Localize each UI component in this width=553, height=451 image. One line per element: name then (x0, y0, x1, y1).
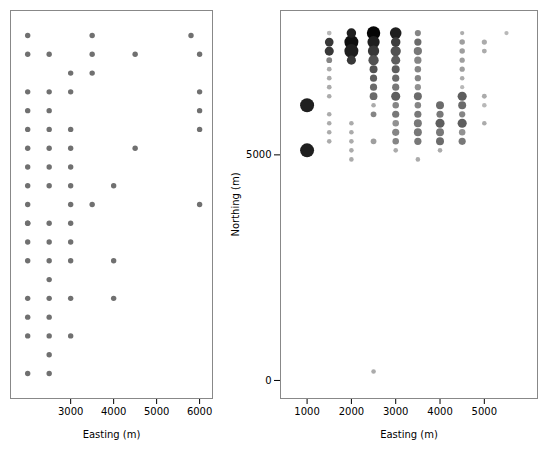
svg-text:5000: 5000 (472, 406, 497, 417)
svg-text:Easting (m): Easting (m) (380, 429, 438, 440)
svg-text:0: 0 (265, 375, 271, 386)
svg-text:Easting (m): Easting (m) (83, 429, 141, 440)
svg-text:1000: 1000 (294, 406, 319, 417)
svg-text:6000: 6000 (187, 406, 212, 417)
svg-text:4000: 4000 (101, 406, 126, 417)
svg-text:3000: 3000 (58, 406, 83, 417)
svg-text:3000: 3000 (383, 406, 408, 417)
svg-text:5000: 5000 (144, 406, 169, 417)
svg-text:Northing (m): Northing (m) (230, 172, 241, 236)
svg-text:4000: 4000 (427, 406, 452, 417)
svg-text:2000: 2000 (339, 406, 364, 417)
svg-text:5000: 5000 (246, 149, 271, 160)
